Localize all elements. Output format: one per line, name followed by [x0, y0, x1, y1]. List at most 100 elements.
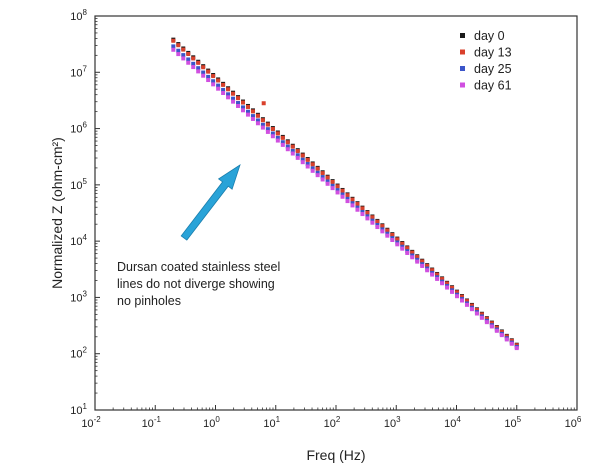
data-point — [226, 87, 231, 92]
data-point — [415, 255, 420, 260]
data-point — [375, 219, 380, 224]
data-point — [265, 122, 270, 127]
data-point — [405, 246, 410, 251]
legend-marker — [460, 82, 465, 88]
data-point — [290, 148, 295, 153]
data-point — [260, 122, 265, 127]
data-point — [400, 241, 405, 246]
data-point — [509, 341, 514, 346]
data-point — [231, 96, 236, 101]
data-point — [484, 320, 489, 325]
y-tick-label: 103 — [70, 289, 87, 304]
data-point — [315, 170, 320, 175]
data-point — [191, 65, 196, 70]
data-point — [440, 281, 445, 286]
data-point — [206, 78, 211, 83]
y-tick-label: 107 — [70, 64, 87, 79]
y-tick-label: 108 — [70, 8, 87, 23]
arrow-icon — [180, 164, 241, 241]
legend-marker — [460, 49, 465, 55]
data-point — [211, 74, 216, 79]
data-point — [474, 311, 479, 316]
data-point — [335, 188, 340, 193]
data-point — [425, 268, 430, 273]
series-day-13 — [171, 38, 519, 348]
data-point — [255, 121, 260, 126]
data-point — [285, 147, 290, 152]
data-point — [260, 125, 265, 130]
data-point — [196, 69, 201, 74]
x-tick-label: 104 — [444, 415, 461, 430]
data-point — [236, 96, 241, 101]
legend-entry: day 0 — [474, 29, 505, 43]
data-point — [191, 61, 196, 66]
data-point — [275, 131, 280, 136]
data-point — [280, 140, 285, 145]
data-point — [469, 307, 474, 312]
data-point — [385, 233, 390, 238]
data-point — [395, 242, 400, 247]
annotation-line: lines do not diverge showing — [117, 277, 275, 291]
data-point — [430, 272, 435, 277]
data-point — [176, 43, 181, 48]
data-point — [275, 138, 280, 143]
data-point — [265, 127, 270, 132]
data-point — [171, 44, 176, 49]
data-point — [320, 175, 325, 180]
data-point — [250, 114, 255, 119]
series-day-61 — [171, 47, 519, 351]
data-point — [380, 229, 385, 234]
data-point — [320, 171, 325, 176]
data-point — [504, 337, 509, 342]
data-point — [514, 346, 519, 351]
data-point — [221, 91, 226, 96]
data-point — [335, 184, 340, 189]
data-point — [270, 131, 275, 136]
data-point — [176, 52, 181, 57]
data-point — [201, 65, 206, 70]
data-point — [216, 83, 221, 88]
data-point — [265, 129, 270, 134]
data-point — [460, 298, 465, 303]
data-point — [420, 263, 425, 268]
data-point — [355, 202, 360, 207]
data-point — [211, 82, 216, 87]
data-point — [380, 227, 385, 232]
y-tick-label: 106 — [70, 121, 87, 136]
data-point — [340, 188, 345, 193]
data-point — [360, 212, 365, 217]
data-point — [385, 228, 390, 233]
annotation-line: no pinholes — [117, 294, 181, 308]
data-point — [440, 277, 445, 282]
data-point — [340, 192, 345, 197]
data-point — [241, 105, 246, 110]
data-point — [450, 289, 455, 294]
data-point — [191, 56, 196, 61]
data-point — [345, 199, 350, 204]
data-point — [290, 151, 295, 156]
data-point — [464, 302, 469, 307]
data-point — [400, 246, 405, 251]
data-point — [245, 109, 250, 114]
data-point — [310, 162, 315, 167]
x-tick-label: 103 — [384, 415, 401, 430]
data-point — [285, 144, 290, 149]
data-point — [450, 285, 455, 290]
data-point — [196, 66, 201, 71]
data-point — [270, 134, 275, 139]
data-point — [405, 250, 410, 255]
legend-entry: day 13 — [474, 46, 512, 60]
data-point — [380, 224, 385, 229]
data-point — [280, 142, 285, 147]
x-tick-label: 10-2 — [81, 415, 101, 430]
data-point — [435, 272, 440, 277]
data-point — [226, 95, 231, 100]
data-point — [325, 181, 330, 186]
data-point — [171, 47, 176, 52]
data-point — [415, 259, 420, 264]
y-tick-label: 104 — [70, 233, 87, 248]
data-point — [360, 206, 365, 211]
data-point — [325, 179, 330, 184]
data-point — [365, 216, 370, 221]
